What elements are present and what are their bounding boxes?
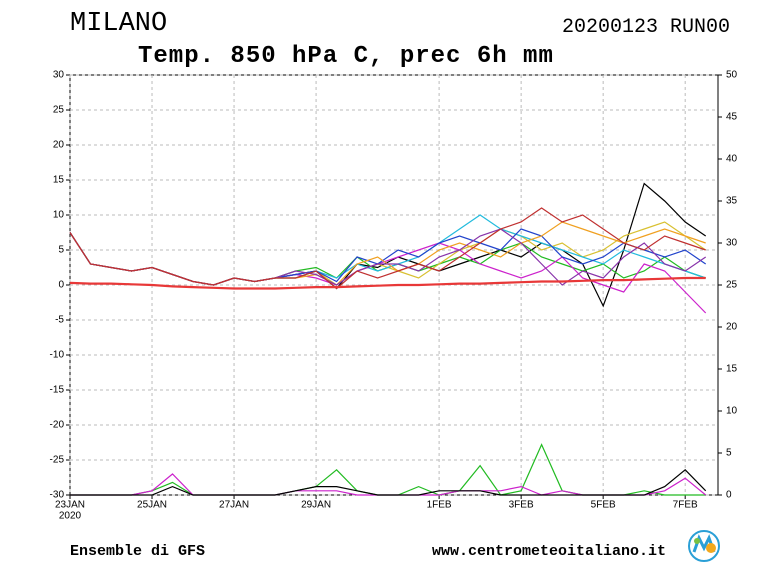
year-label: 2020 <box>59 511 82 522</box>
y-tick-label: 15 <box>53 175 65 186</box>
y2-tick-label: 25 <box>726 280 738 291</box>
y2-tick-label: 50 <box>726 70 738 81</box>
x-tick-label: 5FEB <box>591 500 616 511</box>
y-tick-label: -30 <box>50 490 65 501</box>
y2-tick-label: 10 <box>726 406 738 417</box>
x-tick-label: 27JAN <box>219 500 249 511</box>
temp-line <box>69 276 706 290</box>
x-tick-label: 25JAN <box>137 500 167 511</box>
y-tick-label: 0 <box>58 280 64 291</box>
y-tick-label: -20 <box>50 420 65 431</box>
x-tick-label: 3FEB <box>509 500 534 511</box>
temp-line <box>69 207 706 290</box>
y-tick-label: -10 <box>50 350 65 361</box>
chart-title: MILANO <box>70 9 167 39</box>
logo <box>688 530 720 562</box>
run-label: 20200123 RUN00 <box>562 16 730 39</box>
footer-left: Ensemble di GFS <box>70 543 205 560</box>
x-tick-label: 23JAN <box>55 500 85 511</box>
y2-tick-label: 45 <box>726 112 738 123</box>
y-tick-label: -5 <box>55 315 64 326</box>
y2-tick-label: 35 <box>726 196 738 207</box>
y-tick-label: 25 <box>53 105 65 116</box>
y2-tick-label: 40 <box>726 154 738 165</box>
footer-right: www.centrometeoitaliano.it <box>432 543 666 560</box>
precip-line <box>70 468 707 496</box>
subtitle: Temp. 850 hPa C, prec 6h mm <box>138 43 554 70</box>
y2-tick-label: 5 <box>726 448 732 459</box>
x-tick-label: 1FEB <box>427 500 452 511</box>
y-tick-label: -15 <box>50 385 65 396</box>
x-tick-label: 7FEB <box>673 500 698 511</box>
y2-tick-label: 15 <box>726 364 738 375</box>
y2-tick-label: 0 <box>726 490 732 501</box>
y-tick-label: 10 <box>53 210 65 221</box>
y-tick-label: -25 <box>50 455 65 466</box>
y-tick-label: 5 <box>58 245 64 256</box>
y-tick-label: 30 <box>53 70 65 81</box>
y-tick-label: 20 <box>53 140 65 151</box>
y2-tick-label: 20 <box>726 322 738 333</box>
x-tick-label: 29JAN <box>301 500 331 511</box>
y2-tick-label: 30 <box>726 238 738 249</box>
